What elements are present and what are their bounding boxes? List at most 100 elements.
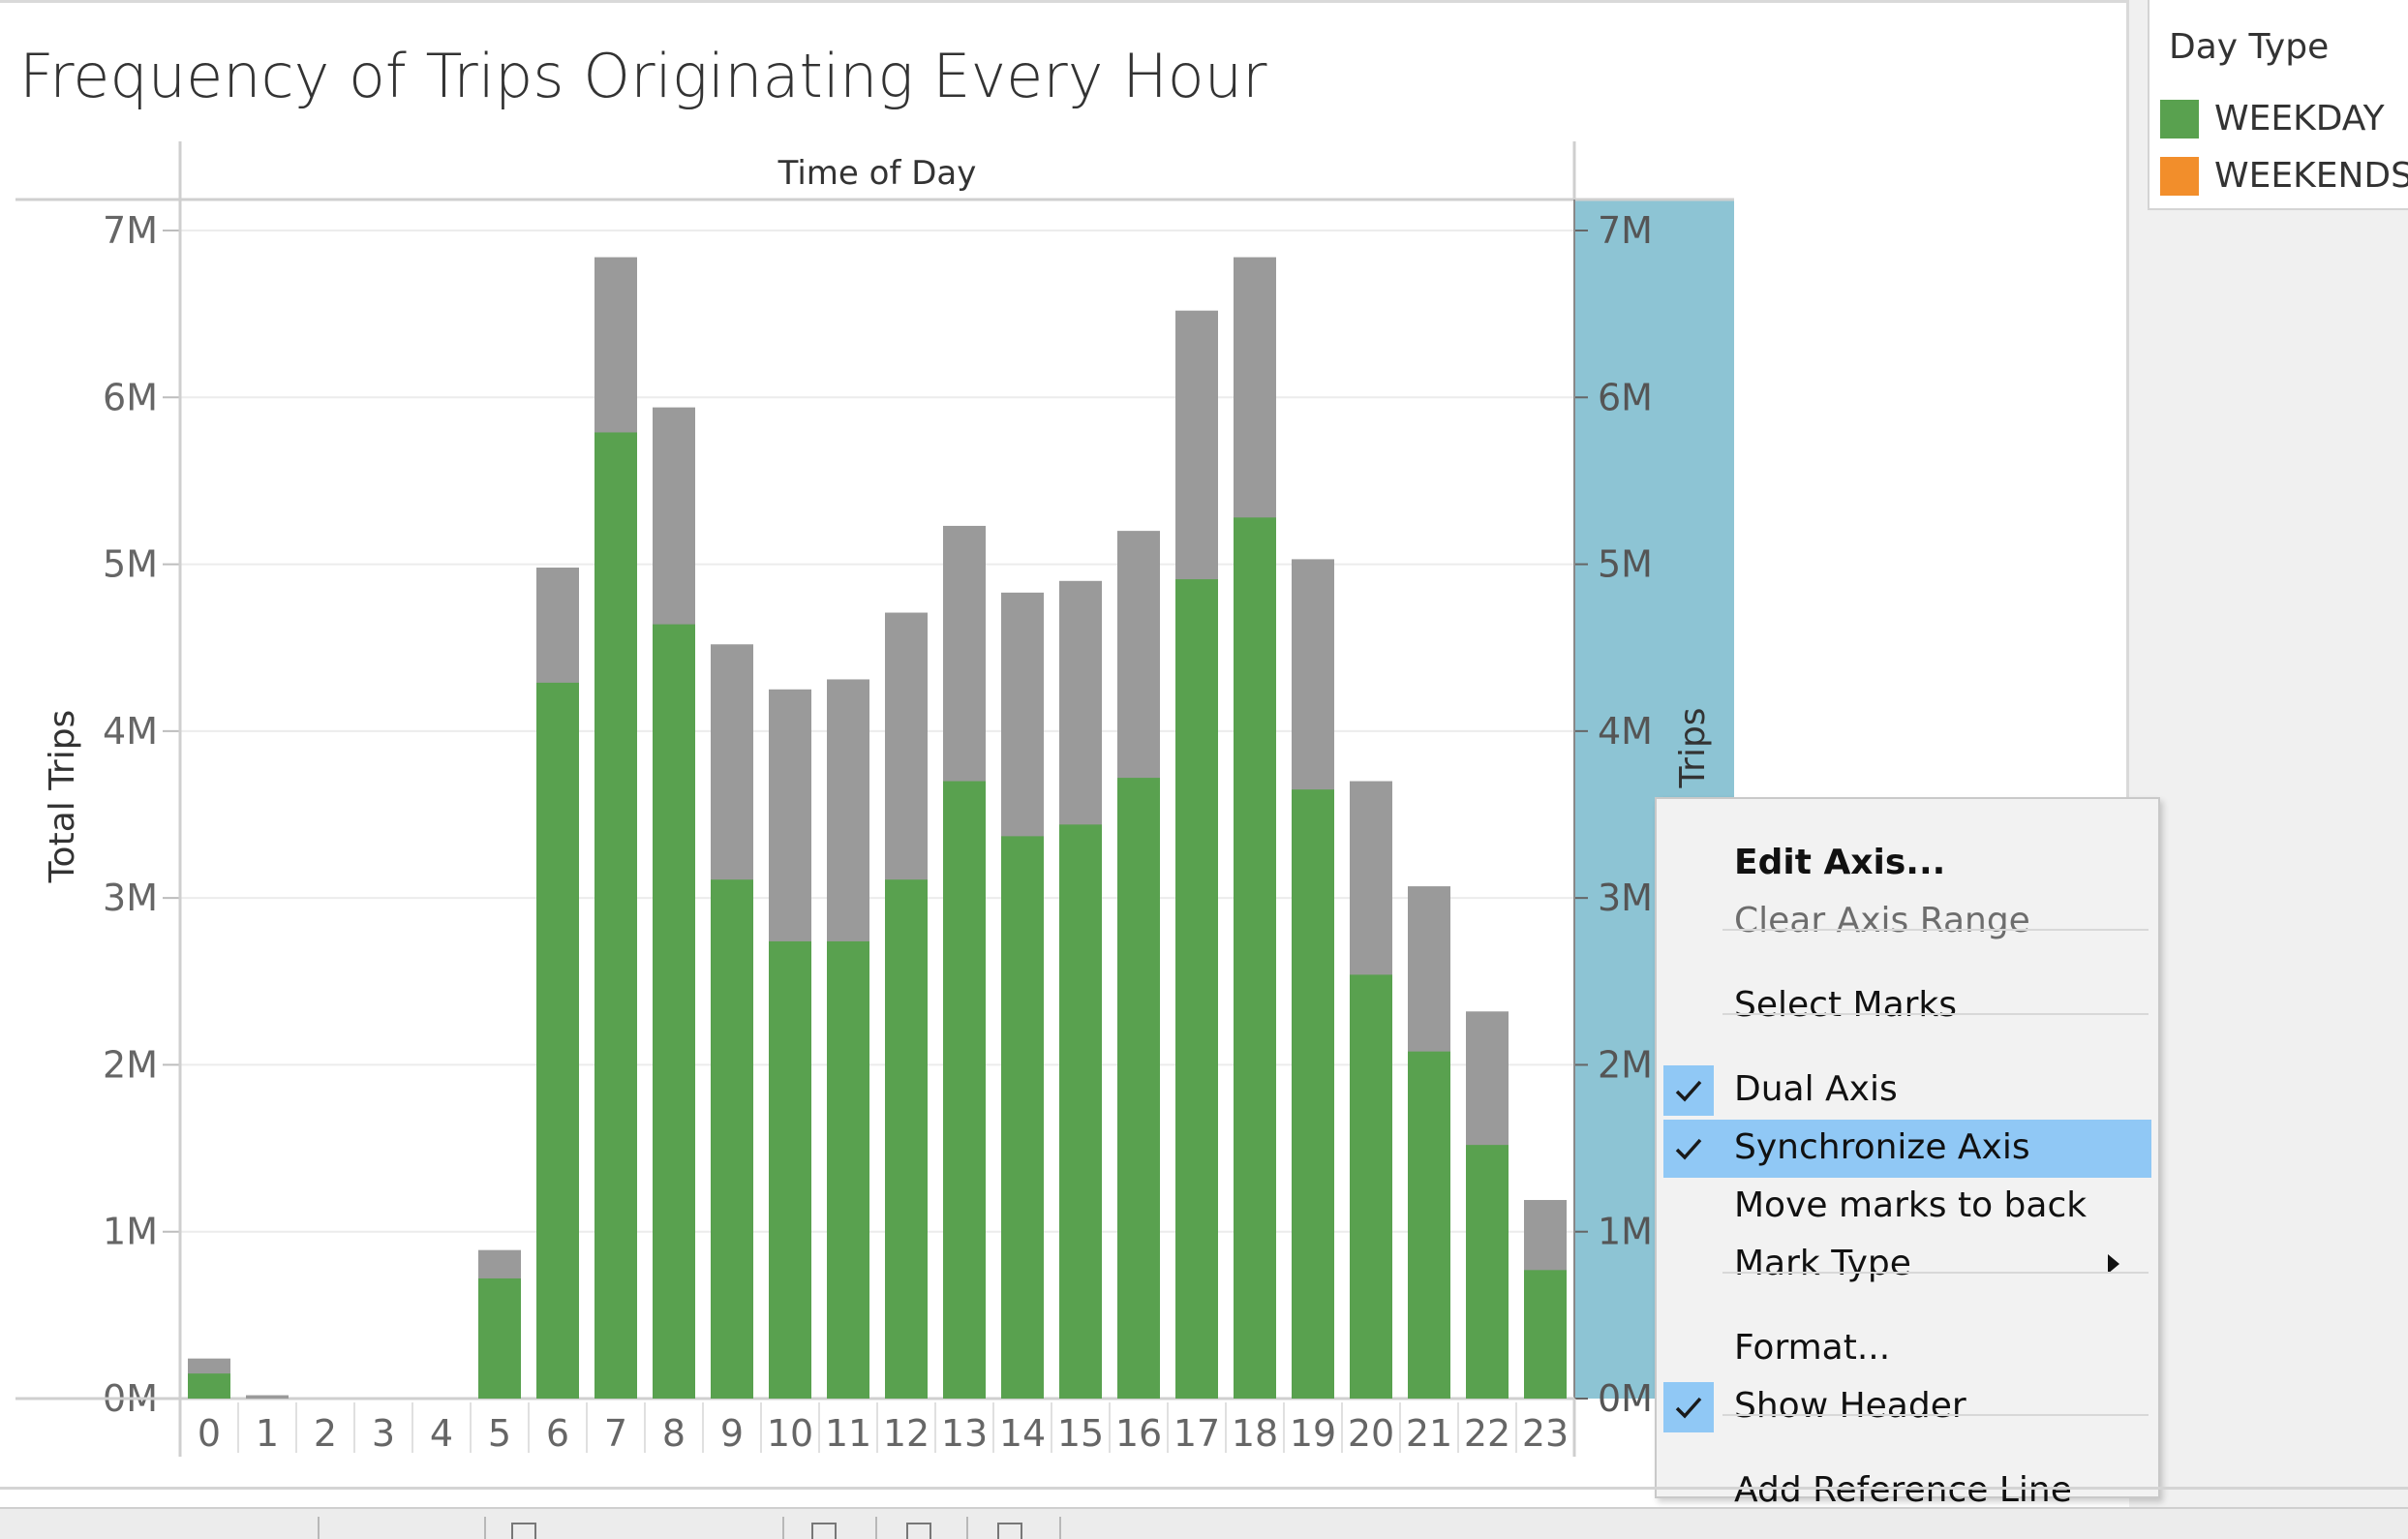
bar-weekday[interactable] xyxy=(1117,778,1160,1399)
bar-weekday[interactable] xyxy=(769,940,811,1399)
x-tick-label: 12 xyxy=(883,1412,930,1455)
new-dashboard-icon[interactable] xyxy=(811,1523,837,1539)
x-tick-label: 18 xyxy=(1232,1412,1278,1455)
x-tick-label: 0 xyxy=(198,1412,221,1455)
y-tick-label-left: 3M xyxy=(103,877,158,919)
status-bar xyxy=(0,1507,2408,1539)
view-divider xyxy=(2126,0,2129,1492)
menu-item-edit-axis[interactable]: Edit Axis... xyxy=(1657,835,2158,893)
x-tick-label: 22 xyxy=(1464,1412,1510,1455)
menu-separator xyxy=(1722,1013,2149,1015)
bar-weekday[interactable] xyxy=(711,879,753,1399)
bar-total[interactable] xyxy=(246,1395,289,1399)
bar-weekday[interactable] xyxy=(188,1373,230,1399)
x-tick-label: 4 xyxy=(430,1412,453,1455)
bar-weekday[interactable] xyxy=(885,879,928,1399)
bar-weekday[interactable] xyxy=(827,940,869,1399)
x-tick-label: 16 xyxy=(1115,1412,1162,1455)
menu-item-label: Synchronize Axis xyxy=(1734,1127,2030,1167)
legend-label-weekends[interactable]: WEEKENDS/ xyxy=(2214,156,2408,196)
status-bar-divider xyxy=(1059,1517,1061,1539)
menu-item-label: Dual Axis xyxy=(1734,1069,1898,1109)
y-tick-label-right[interactable]: 4M xyxy=(1598,710,1653,753)
bar-weekday[interactable] xyxy=(1059,824,1102,1399)
menu-item-label: Clear Axis Range xyxy=(1734,901,2030,940)
column-header-time-of-day: Time of Day xyxy=(777,154,977,193)
x-tick-label: 21 xyxy=(1406,1412,1452,1455)
x-tick-label: 9 xyxy=(720,1412,744,1455)
bar-weekday[interactable] xyxy=(536,682,579,1399)
y-tick-label-right[interactable]: 6M xyxy=(1598,376,1653,418)
bar-weekday[interactable] xyxy=(1175,579,1218,1399)
bar-weekday[interactable] xyxy=(943,781,986,1399)
status-bar-divider xyxy=(782,1517,784,1539)
menu-item-label: Format... xyxy=(1734,1328,1891,1368)
new-story-icon[interactable] xyxy=(997,1523,1022,1539)
x-tick-label: 6 xyxy=(546,1412,569,1455)
y-tick-label-left: 7M xyxy=(103,209,158,252)
top-rule xyxy=(0,0,2128,3)
y-tick-label-right[interactable]: 0M xyxy=(1598,1377,1653,1420)
menu-item-label: Move marks to back xyxy=(1734,1185,2088,1225)
status-bar-divider xyxy=(318,1517,320,1539)
bar-weekday[interactable] xyxy=(594,432,637,1400)
side-panel xyxy=(2129,0,2408,1511)
legend-swatch-weekends[interactable] xyxy=(2160,157,2199,196)
legend-swatch-weekday[interactable] xyxy=(2160,100,2199,139)
y-tick-label-right[interactable]: 5M xyxy=(1598,543,1653,586)
checkmark-icon xyxy=(1663,1065,1714,1116)
menu-item-dual-axis[interactable]: Dual Axis xyxy=(1657,1062,2158,1120)
menu-item-label: Select Marks xyxy=(1734,985,1958,1025)
menu-separator xyxy=(1722,1414,2149,1416)
new-worksheet-icon[interactable] xyxy=(511,1523,536,1539)
x-tick-label: 5 xyxy=(488,1412,511,1455)
x-tick-label: 8 xyxy=(662,1412,686,1455)
bar-weekday[interactable] xyxy=(1234,517,1276,1399)
y-tick-label-right[interactable]: 1M xyxy=(1598,1211,1653,1253)
menu-item-synchronize-axis[interactable]: Synchronize Axis xyxy=(1663,1120,2151,1178)
y-tick-label-right[interactable]: 3M xyxy=(1598,877,1653,919)
bar-weekday[interactable] xyxy=(1001,836,1044,1399)
y-tick-label-left: 6M xyxy=(103,376,158,418)
bar-weekday[interactable] xyxy=(1466,1145,1509,1399)
bar-weekday[interactable] xyxy=(478,1277,521,1399)
submenu-arrow-icon xyxy=(2108,1254,2119,1274)
legend-title: Day Type xyxy=(2169,27,2330,67)
x-tick-label: 1 xyxy=(256,1412,279,1455)
y-axis-title-left: Total Trips xyxy=(43,710,82,884)
bar-weekday[interactable] xyxy=(1292,789,1334,1399)
menu-item-label: Edit Axis... xyxy=(1734,843,1946,882)
menu-item-add-reference-line[interactable]: Add Reference Line xyxy=(1657,1462,2158,1521)
menu-item-show-header[interactable]: Show Header xyxy=(1657,1378,2158,1436)
menu-item-select-marks[interactable]: Select Marks xyxy=(1657,977,2158,1035)
x-tick-label: 3 xyxy=(372,1412,395,1455)
menu-item-label: Mark Type xyxy=(1734,1244,1911,1283)
bar-weekday[interactable] xyxy=(1524,1270,1567,1399)
legend-label-weekday[interactable]: WEEKDAY xyxy=(2214,99,2385,139)
bar-weekday[interactable] xyxy=(1408,1051,1450,1399)
y-tick-label-right[interactable]: 2M xyxy=(1598,1043,1653,1086)
menu-item-mark-type[interactable]: Mark Type xyxy=(1657,1236,2158,1294)
x-tick-label: 7 xyxy=(604,1412,627,1455)
menu-item-clear-axis-range: Clear Axis Range xyxy=(1657,893,2158,951)
y-tick-label-left: 4M xyxy=(103,710,158,753)
menu-separator xyxy=(1722,1272,2149,1274)
menu-item-label: Show Header xyxy=(1734,1386,1966,1426)
menu-item-format[interactable]: Format... xyxy=(1657,1320,2158,1378)
menu-item-move-marks-to-back[interactable]: Move marks to back xyxy=(1657,1178,2158,1236)
y-tick-label-left: 5M xyxy=(103,543,158,586)
x-tick-label: 23 xyxy=(1522,1412,1569,1455)
x-tick-label: 14 xyxy=(999,1412,1046,1455)
bar-weekday[interactable] xyxy=(653,624,695,1399)
x-tick-label: 11 xyxy=(825,1412,871,1455)
y-axis-title-right[interactable]: Trips xyxy=(1673,707,1713,788)
x-tick-label: 10 xyxy=(767,1412,813,1455)
new-grid-icon[interactable] xyxy=(906,1523,931,1539)
status-bar-divider xyxy=(875,1517,877,1539)
context-menu: Edit Axis... Clear Axis Range Select Marks… xyxy=(1655,797,2160,1510)
status-bar-divider xyxy=(484,1517,486,1539)
bar-weekday[interactable] xyxy=(1350,974,1392,1399)
x-tick-label: 20 xyxy=(1348,1412,1394,1455)
y-tick-label-right[interactable]: 7M xyxy=(1598,209,1653,252)
